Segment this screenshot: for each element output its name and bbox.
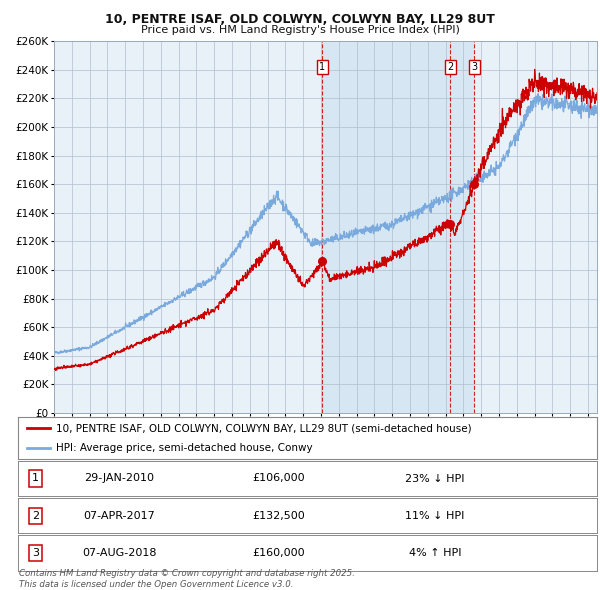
- Text: 07-APR-2017: 07-APR-2017: [83, 511, 155, 520]
- Text: Contains HM Land Registry data © Crown copyright and database right 2025.
This d: Contains HM Land Registry data © Crown c…: [19, 569, 355, 589]
- Text: £160,000: £160,000: [252, 548, 305, 558]
- Text: £106,000: £106,000: [252, 474, 305, 483]
- Text: 10, PENTRE ISAF, OLD COLWYN, COLWYN BAY, LL29 8UT: 10, PENTRE ISAF, OLD COLWYN, COLWYN BAY,…: [105, 13, 495, 26]
- Text: 3: 3: [471, 62, 477, 72]
- Text: 2: 2: [448, 62, 454, 72]
- Text: £132,500: £132,500: [252, 511, 305, 520]
- Bar: [322, 41, 474, 413]
- Text: Price paid vs. HM Land Registry's House Price Index (HPI): Price paid vs. HM Land Registry's House …: [140, 25, 460, 35]
- Text: 11% ↓ HPI: 11% ↓ HPI: [405, 511, 464, 520]
- Text: 4% ↑ HPI: 4% ↑ HPI: [409, 548, 461, 558]
- Text: 29-JAN-2010: 29-JAN-2010: [85, 474, 154, 483]
- Text: 1: 1: [32, 474, 39, 483]
- Text: 3: 3: [32, 548, 39, 558]
- Text: HPI: Average price, semi-detached house, Conwy: HPI: Average price, semi-detached house,…: [56, 444, 312, 453]
- Text: 23% ↓ HPI: 23% ↓ HPI: [405, 474, 464, 483]
- Text: 07-AUG-2018: 07-AUG-2018: [82, 548, 157, 558]
- Text: 1: 1: [319, 62, 326, 72]
- Text: 10, PENTRE ISAF, OLD COLWYN, COLWYN BAY, LL29 8UT (semi-detached house): 10, PENTRE ISAF, OLD COLWYN, COLWYN BAY,…: [56, 424, 471, 434]
- Text: 2: 2: [32, 511, 39, 520]
